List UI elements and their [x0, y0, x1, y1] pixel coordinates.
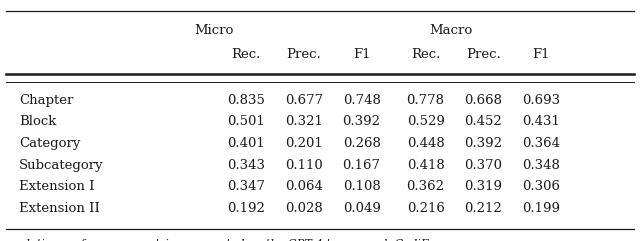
Text: Prec.: Prec.: [287, 48, 321, 61]
Text: 0.347: 0.347: [227, 180, 266, 193]
Text: Block: Block: [19, 115, 56, 128]
Text: 0.529: 0.529: [406, 115, 445, 128]
Text: F1: F1: [353, 48, 371, 61]
Text: 0.199: 0.199: [522, 202, 560, 215]
Text: 0.431: 0.431: [522, 115, 560, 128]
Text: Category: Category: [19, 137, 81, 150]
Text: 0.319: 0.319: [464, 180, 502, 193]
Text: Subcategory: Subcategory: [19, 159, 104, 172]
Text: 0.268: 0.268: [342, 137, 381, 150]
Text: 0.167: 0.167: [342, 159, 381, 172]
Text: 0.392: 0.392: [342, 115, 381, 128]
Text: 0.778: 0.778: [406, 94, 445, 107]
Text: 0.348: 0.348: [522, 159, 560, 172]
Text: 0.192: 0.192: [227, 202, 266, 215]
Text: 0.049: 0.049: [342, 202, 381, 215]
Text: 0.668: 0.668: [464, 94, 502, 107]
Text: Macro: Macro: [429, 24, 473, 37]
Text: 0.321: 0.321: [285, 115, 323, 128]
Text: 0.392: 0.392: [464, 137, 502, 150]
Text: 0.401: 0.401: [228, 137, 265, 150]
Text: 0.835: 0.835: [227, 94, 266, 107]
Text: 0.306: 0.306: [522, 180, 560, 193]
Text: 0.362: 0.362: [406, 180, 445, 193]
Text: 0.748: 0.748: [342, 94, 381, 107]
Text: ulative performance metrics, computed on the GPT 4 tree search CodiEs: ulative performance metrics, computed on…: [19, 239, 435, 241]
Text: 0.501: 0.501: [228, 115, 265, 128]
Text: 0.028: 0.028: [285, 202, 323, 215]
Text: 0.064: 0.064: [285, 180, 323, 193]
Text: 0.364: 0.364: [522, 137, 560, 150]
Text: 0.216: 0.216: [406, 202, 445, 215]
Text: Micro: Micro: [195, 24, 234, 37]
Text: 0.693: 0.693: [522, 94, 560, 107]
Text: 0.448: 0.448: [407, 137, 444, 150]
Text: Rec.: Rec.: [232, 48, 261, 61]
Text: Rec.: Rec.: [411, 48, 440, 61]
Text: Prec.: Prec.: [466, 48, 500, 61]
Text: Extension I: Extension I: [19, 180, 95, 193]
Text: 0.201: 0.201: [285, 137, 323, 150]
Text: F1: F1: [532, 48, 550, 61]
Text: Chapter: Chapter: [19, 94, 74, 107]
Text: 0.418: 0.418: [407, 159, 444, 172]
Text: 0.677: 0.677: [285, 94, 323, 107]
Text: Extension II: Extension II: [19, 202, 100, 215]
Text: 0.452: 0.452: [465, 115, 502, 128]
Text: 0.110: 0.110: [285, 159, 323, 172]
Text: 0.212: 0.212: [465, 202, 502, 215]
Text: 0.370: 0.370: [464, 159, 502, 172]
Text: 0.343: 0.343: [227, 159, 266, 172]
Text: 0.108: 0.108: [343, 180, 380, 193]
